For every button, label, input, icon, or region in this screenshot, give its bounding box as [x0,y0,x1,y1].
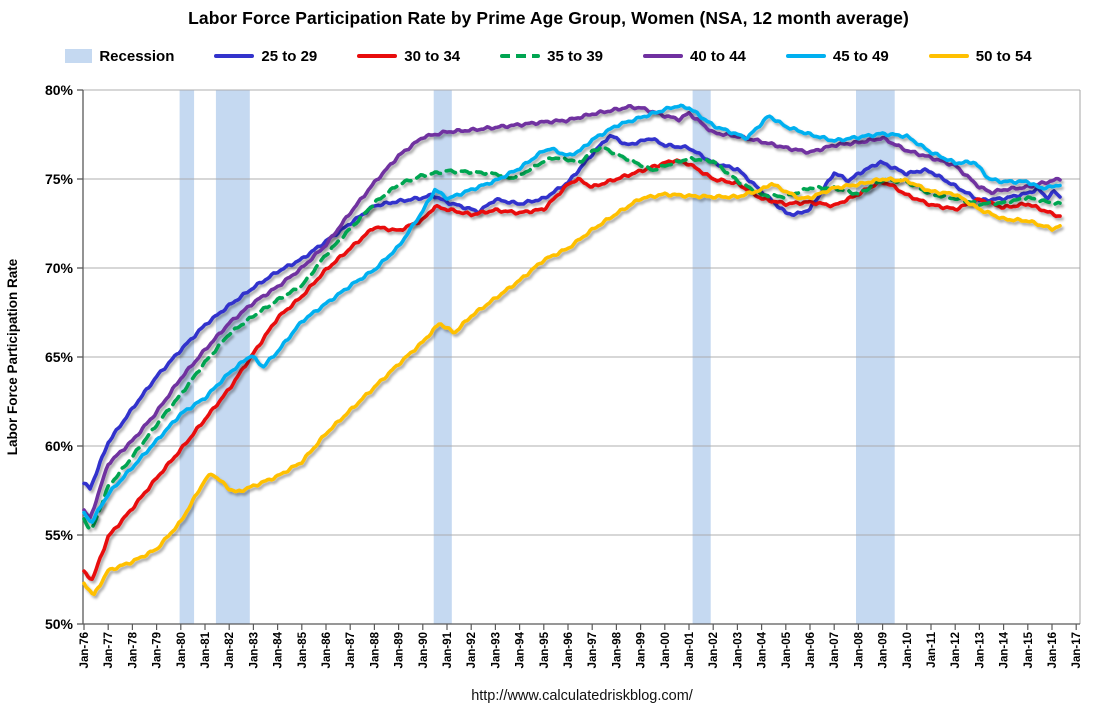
x-tick-label: Jan-81 [200,631,212,668]
legend-line-swatch [928,53,969,59]
legend-line-swatch [500,53,541,59]
legend-label: 30 to 34 [404,47,461,65]
legend-label: Recession [99,47,175,65]
series-line-30-to-34 [82,158,1062,581]
series-line-40-to-44 [82,104,1062,520]
x-tick-label: Jan-86 [321,632,333,668]
source-url: http://www.calculatedriskblog.com/ [471,688,693,704]
legend-line-swatch [214,53,255,59]
y-tick-label: 60% [45,438,74,454]
legend-item-35-to-39: 35 to 39 [500,48,603,65]
chart-title: Labor Force Participation Rate by Prime … [188,8,909,28]
series-line-50-to-54 [82,176,1062,597]
x-tick-label: Jan-15 [1023,631,1035,668]
x-tick-label: Jan-89 [394,632,406,668]
legend-label: 40 to 44 [690,47,746,65]
y-axis-title: Labor Force Participation Rate [5,258,20,455]
legend-label: 45 to 49 [832,47,889,65]
x-tick-label: Jan-10 [902,632,914,668]
x-tick-label: Jan-78 [127,631,139,668]
x-tick-label: Jan-80 [176,632,188,668]
legend-item-recession: Recession [65,48,174,65]
series-line-45-to-49 [82,103,1062,524]
legend-item-25-to-29: 25 to 29 [214,48,317,65]
x-tick-label: Jan-09 [878,632,890,668]
x-tick-label: Jan-17 [1071,632,1083,668]
x-tick-label: Jan-04 [757,631,769,668]
x-tick-label: Jan-93 [490,632,502,668]
y-tick-label: 65% [45,349,74,365]
y-tick-label: 70% [45,260,74,276]
x-tick-label: Jan-96 [563,632,575,668]
x-tick-label: Jan-05 [781,631,793,668]
legend-item-40-to-44: 40 to 44 [643,48,746,65]
x-tick-label: Jan-14 [999,631,1011,668]
x-tick-label: Jan-88 [369,631,381,668]
legend-label: 25 to 29 [261,47,318,65]
x-tick-label: Jan-98 [611,631,623,668]
legend-line-swatch [643,53,684,59]
x-tick-label: Jan-06 [805,632,817,668]
x-tick-label: Jan-94 [515,631,527,668]
legend: Recession 25 to 29 30 to 34 35 to 39 40 to 4… [0,45,1097,67]
y-tick-label: 80% [45,82,74,98]
x-tick-label: Jan-84 [273,631,285,668]
x-tick-label: Jan-01 [684,631,696,668]
x-tick-label: Jan-87 [345,632,357,668]
legend-item-45-to-49: 45 to 49 [785,47,889,65]
x-tick-label: Jan-83 [248,632,260,668]
x-tick-label: Jan-02 [708,632,720,668]
x-tick-label: Jan-79 [152,632,164,668]
x-tick-label: Jan-77 [103,632,115,668]
x-tick-label: Jan-91 [442,631,454,668]
x-tick-label: Jan-92 [466,632,478,668]
legend-line-swatch [357,53,398,59]
series-line-25-to-29 [82,133,1062,491]
x-tick-label: Jan-13 [974,632,986,668]
x-tick-label: Jan-07 [829,632,841,668]
x-tick-label: Jan-90 [418,632,430,668]
x-tick-label: Jan-03 [732,632,744,668]
x-tick-label: Jan-00 [660,632,672,668]
legend-label: 35 to 39 [547,47,604,65]
x-tick-label: Jan-11 [926,631,938,667]
legend-item-50-to-54: 50 to 54 [928,47,1032,65]
legend-line-swatch [785,53,826,59]
x-tick-label: Jan-12 [950,632,962,668]
x-tick-label: Jan-85 [297,631,309,668]
legend-area-swatch [65,49,93,63]
legend-item-30-to-34: 30 to 34 [357,48,460,65]
x-tick-label: Jan-08 [853,631,865,668]
legend-label: 50 to 54 [975,47,1032,65]
x-tick-label: Jan-95 [539,631,551,668]
x-tick-label: Jan-16 [1047,632,1059,668]
x-tick-label: Jan-97 [587,632,599,668]
x-tick-label: Jan-99 [636,632,648,668]
x-tick-label: Jan-76 [79,632,91,668]
y-tick-label: 50% [45,616,74,632]
y-tick-label: 55% [45,527,74,543]
y-tick-label: 75% [45,171,74,187]
x-tick-label: Jan-82 [224,632,236,668]
